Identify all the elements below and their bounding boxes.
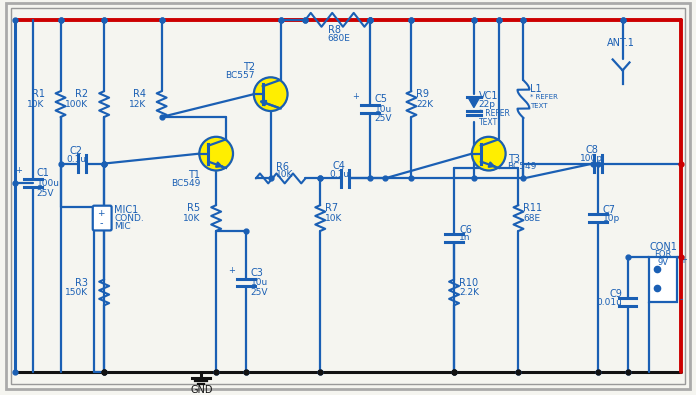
- Text: R6: R6: [276, 162, 289, 171]
- Text: R7: R7: [325, 203, 338, 213]
- Text: 150K: 150K: [65, 288, 88, 297]
- Text: 22K: 22K: [416, 100, 434, 109]
- Text: +: +: [352, 92, 359, 101]
- Text: T1: T1: [189, 171, 200, 181]
- Text: TEXT: TEXT: [479, 118, 498, 128]
- Text: BC557: BC557: [226, 71, 255, 80]
- Text: C1: C1: [37, 168, 49, 179]
- Text: R8: R8: [328, 25, 340, 35]
- Text: TEXT: TEXT: [530, 103, 548, 109]
- Text: 2.2K: 2.2K: [459, 288, 479, 297]
- Text: 10u: 10u: [374, 105, 392, 113]
- Text: BC549: BC549: [171, 179, 200, 188]
- Text: 10K: 10K: [183, 214, 200, 222]
- Text: T3: T3: [507, 154, 520, 164]
- Text: CON1: CON1: [649, 242, 677, 252]
- Text: 25V: 25V: [251, 288, 269, 297]
- Text: 0.1u: 0.1u: [66, 155, 86, 164]
- Text: R3: R3: [75, 278, 88, 288]
- Text: C4: C4: [333, 160, 345, 171]
- Text: C7: C7: [603, 205, 616, 215]
- Text: 10p: 10p: [603, 214, 620, 222]
- Text: +: +: [228, 265, 235, 275]
- Circle shape: [199, 137, 233, 171]
- Text: C5: C5: [374, 94, 388, 104]
- Text: R11: R11: [523, 203, 543, 213]
- FancyBboxPatch shape: [6, 3, 690, 389]
- Text: 100p: 100p: [580, 154, 603, 163]
- Text: +: +: [15, 166, 22, 175]
- Text: MIC: MIC: [114, 222, 131, 231]
- Text: COND.: COND.: [114, 214, 144, 222]
- Text: C3: C3: [251, 267, 264, 278]
- Text: FOR: FOR: [654, 250, 672, 259]
- Text: 22p: 22p: [479, 100, 496, 109]
- Text: C9: C9: [610, 290, 623, 299]
- Text: 10K: 10K: [27, 100, 45, 109]
- Text: ANT.1: ANT.1: [607, 38, 635, 48]
- Text: 100u: 100u: [37, 179, 60, 188]
- FancyBboxPatch shape: [93, 206, 111, 230]
- Text: C2: C2: [70, 146, 83, 156]
- Text: 12K: 12K: [129, 100, 145, 109]
- Text: 9V: 9V: [658, 258, 669, 267]
- Text: 1n: 1n: [459, 233, 470, 243]
- Text: +: +: [97, 209, 105, 218]
- Text: 0.1u: 0.1u: [329, 170, 349, 179]
- Text: 10K: 10K: [325, 214, 342, 222]
- Text: 25V: 25V: [37, 189, 54, 198]
- Text: R9: R9: [416, 89, 429, 99]
- Text: 0.01u: 0.01u: [596, 298, 623, 307]
- Text: R2: R2: [75, 89, 88, 99]
- Text: -: -: [679, 294, 683, 305]
- Text: GND: GND: [190, 385, 212, 395]
- Text: C6: C6: [459, 225, 472, 235]
- Text: R1: R1: [32, 89, 45, 99]
- Text: 100K: 100K: [65, 100, 88, 109]
- Text: R10: R10: [459, 278, 478, 288]
- Text: * REFER: * REFER: [479, 109, 509, 118]
- Circle shape: [472, 137, 505, 171]
- Text: L1: L1: [530, 84, 542, 94]
- Text: * REFER: * REFER: [530, 94, 558, 100]
- FancyBboxPatch shape: [11, 8, 685, 384]
- Text: -: -: [100, 218, 103, 228]
- Text: +: +: [679, 255, 687, 265]
- Text: 680E: 680E: [328, 34, 351, 43]
- Text: MIC1: MIC1: [114, 205, 139, 215]
- Circle shape: [254, 77, 287, 111]
- Text: R5: R5: [187, 203, 200, 213]
- Text: 68E: 68E: [523, 214, 541, 222]
- Text: R4: R4: [133, 89, 145, 99]
- Text: C8: C8: [585, 145, 599, 155]
- Polygon shape: [468, 97, 480, 107]
- Text: T2: T2: [243, 62, 255, 72]
- Text: 25V: 25V: [374, 115, 393, 124]
- Text: 10u: 10u: [251, 278, 268, 287]
- Text: BC549: BC549: [507, 162, 537, 171]
- Text: 10K: 10K: [276, 170, 293, 179]
- Bar: [649, 257, 677, 302]
- Text: VC1: VC1: [479, 91, 498, 101]
